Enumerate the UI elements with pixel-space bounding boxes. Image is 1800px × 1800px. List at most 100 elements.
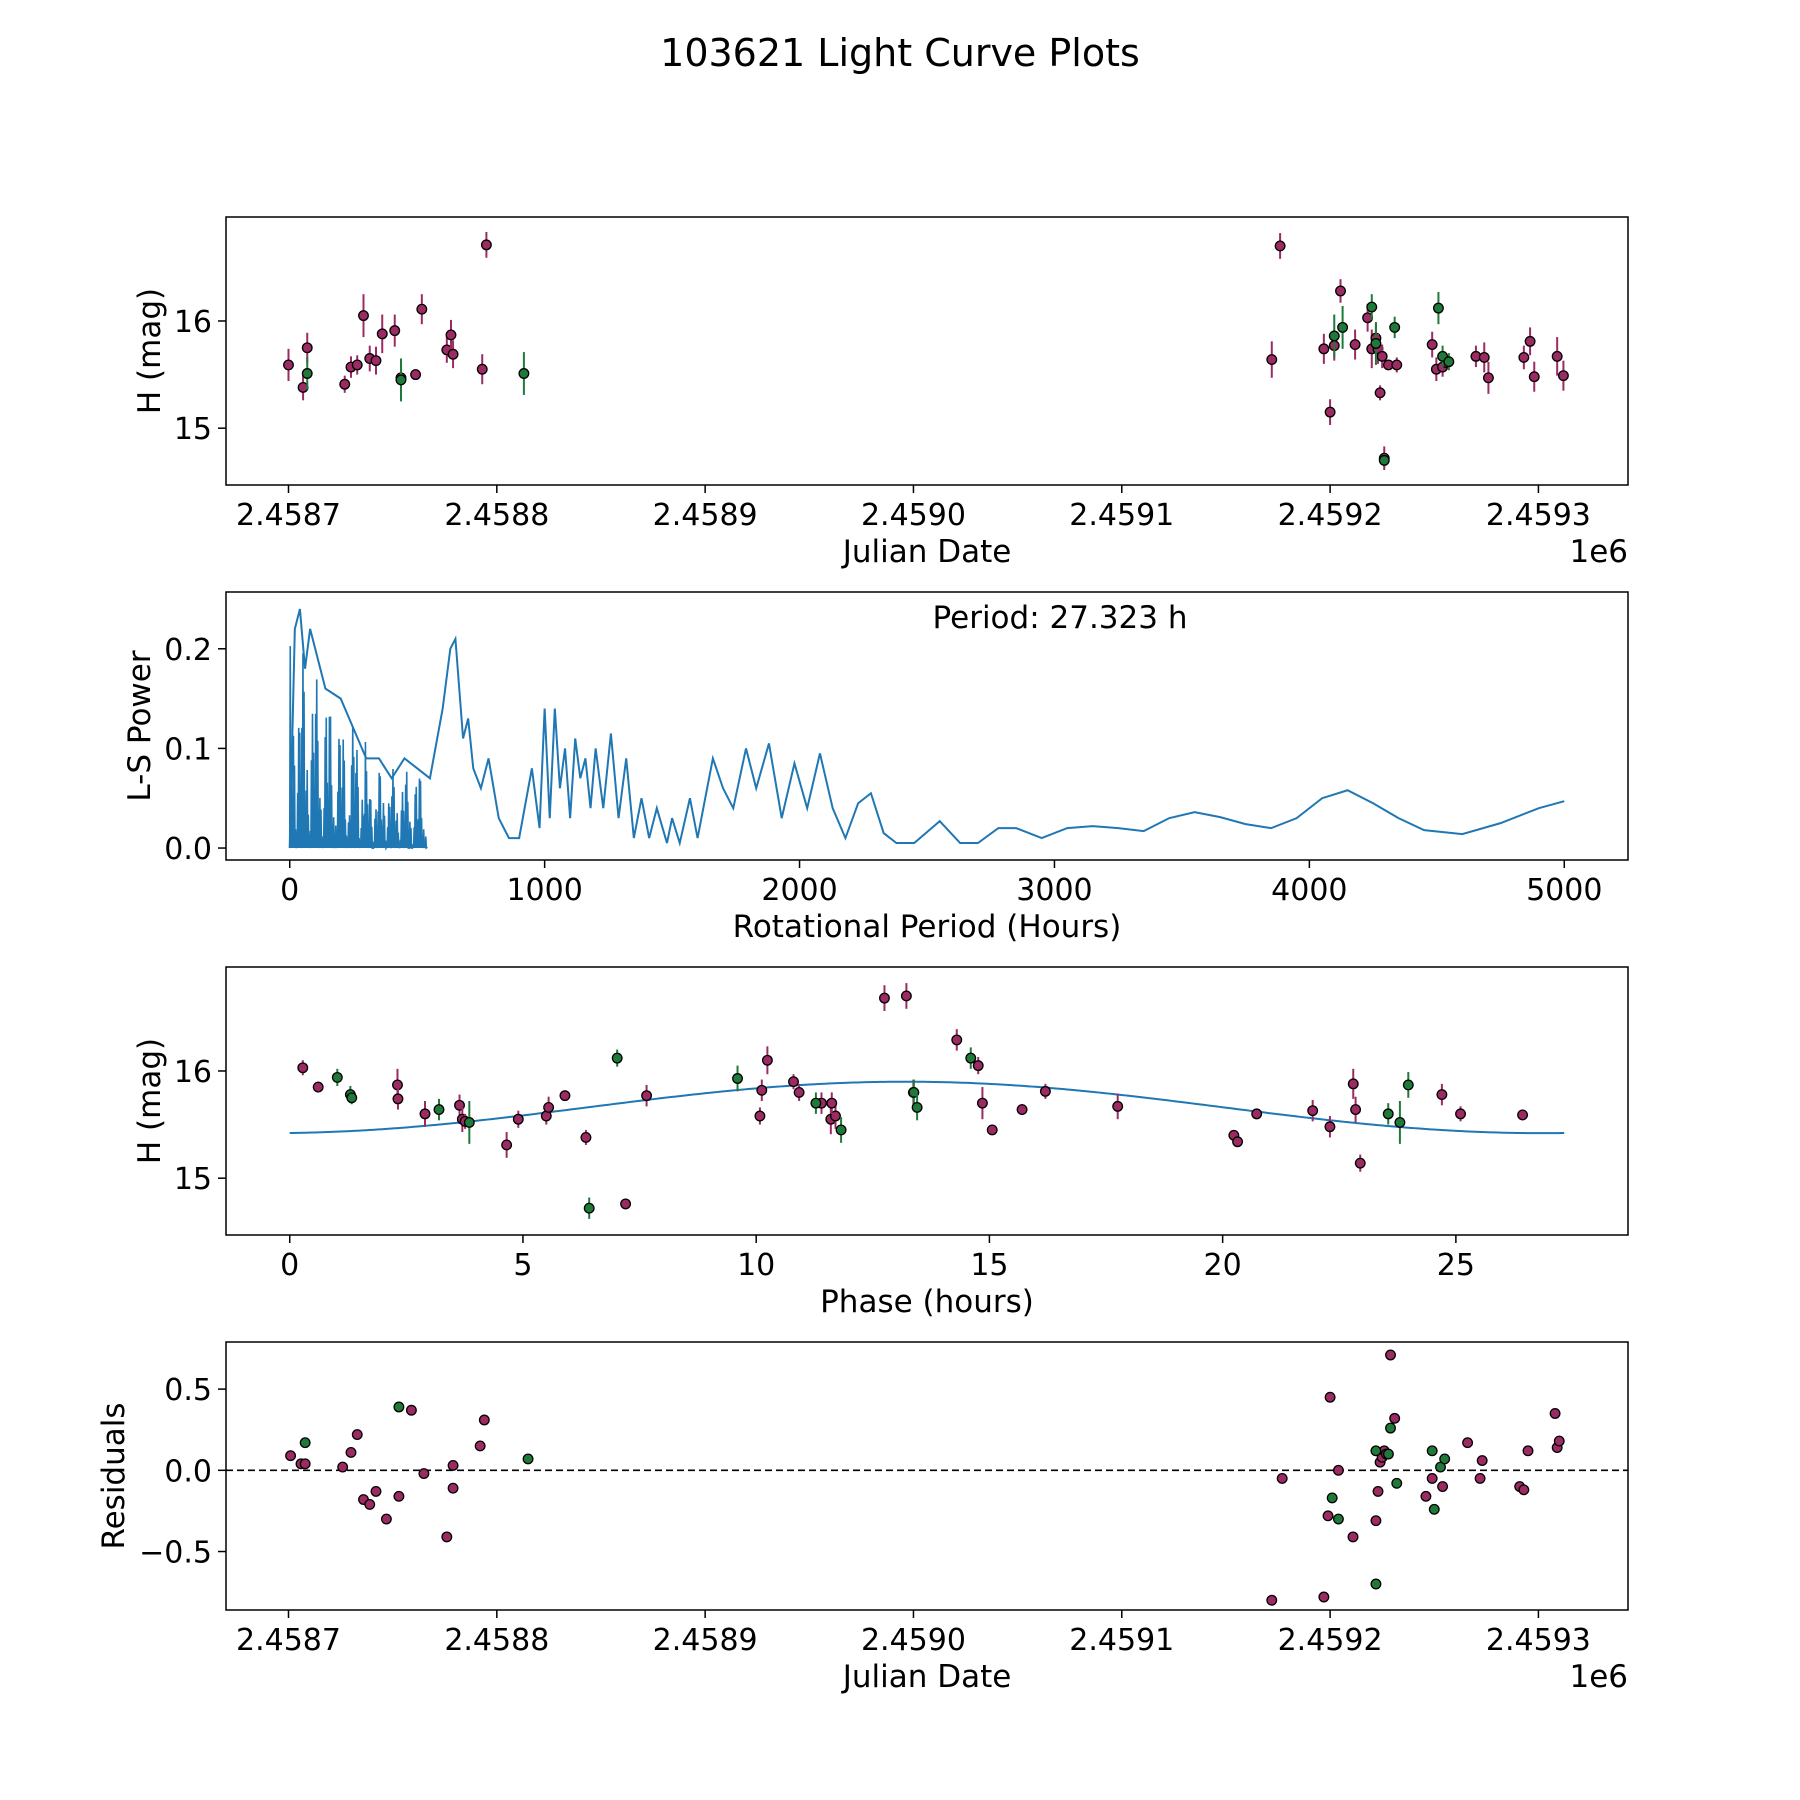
phased-red-point — [580, 1131, 592, 1143]
phased-red-point — [1307, 1105, 1319, 1117]
phased-red-point — [1436, 1089, 1448, 1101]
phased-green-point — [611, 1052, 623, 1064]
lightcurve-green-point — [395, 374, 407, 386]
lightcurve-ytick-label: 16 — [174, 305, 212, 340]
lightcurve-green-point — [1432, 302, 1444, 314]
residuals-ytick-label: −0.5 — [139, 1536, 212, 1571]
lightcurve-ytick-label: 15 — [174, 412, 212, 447]
phased-green-point — [1382, 1108, 1394, 1120]
phased-xtick-label: 0 — [280, 1248, 299, 1283]
residuals-red-point — [478, 1414, 490, 1426]
lightcurve-red-point — [447, 348, 459, 360]
phased-xlabel: Phase (hours) — [820, 1284, 1034, 1320]
phased-xtick-label: 5 — [513, 1248, 532, 1283]
lightcurve-x-offset-label: 1e6 — [1569, 534, 1628, 570]
residuals-red-point — [1266, 1594, 1278, 1606]
lightcurve-red-point — [1349, 339, 1361, 351]
phased-xtick-label: 10 — [737, 1248, 775, 1283]
residuals-red-point — [285, 1450, 297, 1462]
residuals-green-point — [299, 1437, 311, 1449]
lightcurve-green-point — [1443, 356, 1455, 368]
phased-red-point — [559, 1090, 571, 1102]
phased-red-point — [297, 1062, 309, 1074]
residuals-ylabel: Residuals — [96, 1402, 132, 1549]
phased-green-point — [835, 1124, 847, 1136]
periodogram-xtick-label: 0 — [280, 873, 299, 908]
lightcurve-red-point — [1518, 351, 1530, 363]
phased-xtick-label: 25 — [1437, 1248, 1475, 1283]
residuals-xtick-label: 2.4587 — [236, 1623, 341, 1658]
lightcurve-xtick-label: 2.4592 — [1278, 498, 1383, 533]
phased-ytick-label: 16 — [174, 1055, 212, 1090]
lightcurve-red-point — [1551, 350, 1563, 362]
residuals-green-point — [1332, 1513, 1344, 1525]
residuals-red-point — [1276, 1472, 1288, 1484]
phased-red-point — [419, 1108, 431, 1120]
residuals-red-point — [1553, 1435, 1565, 1447]
residuals-red-point — [345, 1446, 357, 1458]
residuals-red-point — [1476, 1455, 1488, 1467]
lightcurve-red-point — [389, 325, 401, 337]
phased-red-point — [756, 1084, 768, 1096]
lightcurve-red-point — [1478, 351, 1490, 363]
periodogram-xlabel: Rotational Period (Hours) — [733, 909, 1122, 945]
lightcurve-xtick-label: 2.4590 — [861, 498, 966, 533]
phased-green-point — [1394, 1116, 1406, 1128]
lightcurve-plot-area — [283, 232, 1569, 470]
periodogram-power-forest — [288, 646, 428, 852]
residuals-red-point — [1522, 1445, 1534, 1457]
residuals-red-point — [474, 1440, 486, 1452]
residuals-green-point — [1382, 1448, 1394, 1460]
lightcurve-axes-frame — [225, 216, 1629, 486]
residuals-x-offset-label: 1e6 — [1569, 1659, 1628, 1695]
phased-red-point — [1455, 1108, 1466, 1120]
phased-red-point — [1232, 1136, 1244, 1148]
phased-green-point — [1402, 1079, 1414, 1091]
residuals-green-point — [1326, 1492, 1338, 1504]
phased-green-point — [965, 1052, 977, 1064]
phased-red-point — [1039, 1085, 1051, 1097]
residuals-green-point — [1370, 1578, 1382, 1590]
lightcurve-xtick-label: 2.4591 — [1069, 498, 1174, 533]
lightcurve-red-point — [1391, 359, 1403, 371]
residuals-red-point — [351, 1429, 363, 1441]
phased-red-point — [641, 1090, 653, 1102]
lightcurve-ylabel: H (mag) — [132, 288, 168, 414]
lightcurve-panel: 2.4587 2.4588 2.4589 2.4590 2.4591 2.4592 2.45… — [132, 216, 1629, 570]
residuals-red-point — [441, 1531, 453, 1543]
lightcurve-red-point — [376, 328, 388, 340]
residuals-red-point — [447, 1459, 459, 1471]
periodogram-panel: 0 1000 2000 3000 4000 5000 0.0 0.1 0.2 Rotational… — [122, 591, 1629, 945]
phased-ytick-label: 15 — [174, 1162, 212, 1197]
phased-axes-frame — [225, 966, 1629, 1236]
phased-green-point — [810, 1097, 822, 1109]
residuals-xtick-label: 2.4588 — [444, 1623, 549, 1658]
phased-panel: 0 5 10 15 20 25 15 16 Phase (hours) H (mag) — [132, 966, 1629, 1320]
residuals-green-point — [1428, 1503, 1440, 1515]
phased-red-point — [826, 1097, 838, 1109]
phased-xtick-label: 20 — [1204, 1248, 1242, 1283]
residuals-red-point — [1462, 1437, 1474, 1449]
residuals-xtick-label: 2.4591 — [1069, 1623, 1174, 1658]
residuals-red-point — [393, 1490, 405, 1502]
phased-green-point — [583, 1202, 595, 1214]
phased-red-point — [1350, 1104, 1362, 1116]
periodogram-power-line — [288, 608, 1565, 849]
lightcurve-red-point — [445, 329, 457, 341]
residuals-green-point — [1426, 1445, 1438, 1457]
lightcurve-red-point — [358, 310, 369, 322]
lightcurve-red-point — [1374, 387, 1386, 399]
residuals-red-point — [380, 1513, 392, 1525]
residuals-red-point — [1474, 1472, 1486, 1484]
phased-green-point — [911, 1101, 923, 1113]
residuals-red-point — [1426, 1472, 1438, 1484]
phased-red-point — [830, 1110, 841, 1122]
phased-green-point — [433, 1104, 445, 1116]
phased-red-point — [951, 1034, 963, 1046]
lightcurve-red-point — [1266, 354, 1278, 366]
lightcurve-red-point — [476, 363, 488, 375]
lightcurve-red-point — [339, 378, 351, 390]
residuals-xtick-label: 2.4589 — [653, 1623, 758, 1658]
residuals-red-point — [1372, 1485, 1384, 1497]
